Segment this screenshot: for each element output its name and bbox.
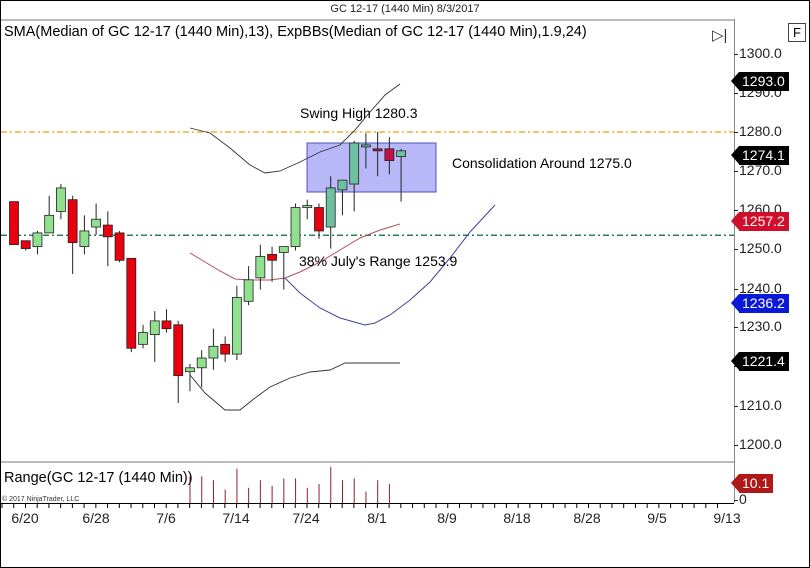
y-tick: 1270.0 bbox=[734, 162, 782, 178]
y-tick: 1230.0 bbox=[734, 318, 782, 334]
candle bbox=[9, 201, 19, 246]
candle bbox=[102, 224, 113, 238]
candle bbox=[149, 320, 160, 335]
candle bbox=[255, 255, 266, 279]
candle bbox=[20, 240, 31, 249]
x-tick: 9/5 bbox=[647, 510, 667, 526]
candle bbox=[208, 345, 219, 359]
y-tick: 1250.0 bbox=[734, 240, 782, 256]
price-marker-tag: 1236.2 bbox=[731, 294, 789, 313]
candle bbox=[79, 230, 90, 247]
candle bbox=[290, 207, 301, 247]
support-annotation: 38% July's Range 1253.9 bbox=[299, 253, 458, 269]
candle bbox=[56, 187, 66, 212]
candle bbox=[243, 279, 254, 302]
candle bbox=[349, 142, 360, 185]
f-button[interactable]: F bbox=[788, 23, 806, 42]
bollinger-lower-band-2 bbox=[189, 362, 400, 411]
price-marker-tag: 1221.4 bbox=[731, 352, 789, 371]
candle bbox=[196, 357, 207, 369]
consolidation-box bbox=[306, 142, 437, 193]
candle bbox=[325, 187, 336, 228]
candle bbox=[161, 320, 172, 330]
range-zero-tick: 0 bbox=[734, 491, 747, 507]
x-tick: 6/20 bbox=[11, 510, 39, 526]
x-axis-line bbox=[1, 503, 734, 504]
candle bbox=[138, 332, 148, 345]
y-tick: 1200.0 bbox=[734, 436, 782, 452]
candle bbox=[396, 150, 406, 158]
price-marker-tag: 1274.1 bbox=[731, 146, 789, 165]
window-title: GC 12-17 (1440 Min) 8/3/2017 bbox=[330, 3, 480, 15]
bollinger-upper-band bbox=[189, 83, 401, 174]
x-tick: 9/13 bbox=[713, 510, 741, 526]
y-tick: 1210.0 bbox=[734, 397, 782, 413]
price-marker-tag: 1293.0 bbox=[731, 72, 789, 91]
candle bbox=[91, 218, 102, 228]
candle bbox=[114, 232, 125, 261]
y-tick: 1240.0 bbox=[734, 280, 782, 296]
copyright-text: © 2017 NinjaTrader, LLC bbox=[2, 496, 80, 503]
candle bbox=[314, 207, 324, 232]
x-tick: 8/18 bbox=[503, 510, 531, 526]
candle bbox=[384, 148, 395, 161]
y-tick: 1280.0 bbox=[734, 123, 782, 139]
candle bbox=[360, 144, 371, 148]
candle bbox=[337, 179, 348, 191]
swing-high-annotation: Swing High 1280.3 bbox=[300, 105, 418, 121]
x-tick: 8/28 bbox=[573, 510, 601, 526]
candle bbox=[302, 205, 313, 208]
x-tick: 8/1 bbox=[367, 510, 387, 526]
scroll-to-end-button[interactable]: ▷| bbox=[712, 27, 728, 44]
candle bbox=[231, 297, 242, 355]
price-panel[interactable] bbox=[1, 19, 734, 463]
candle bbox=[185, 367, 195, 373]
bollinger-lower-band bbox=[284, 204, 496, 326]
range-value-tag: 10.1 bbox=[730, 474, 774, 493]
x-tick: 6/28 bbox=[82, 510, 110, 526]
candle bbox=[278, 246, 289, 253]
candle bbox=[267, 254, 277, 261]
x-tick: 8/9 bbox=[437, 510, 457, 526]
candle bbox=[32, 232, 43, 247]
candle bbox=[220, 343, 231, 355]
y-tick: 1300.0 bbox=[734, 45, 782, 61]
x-tick: 7/14 bbox=[222, 510, 250, 526]
consolidation-annotation: Consolidation Around 1275.0 bbox=[452, 155, 632, 171]
candle bbox=[44, 214, 55, 234]
sma-line bbox=[189, 223, 401, 281]
candle bbox=[67, 199, 78, 244]
x-tick: 7/6 bbox=[156, 510, 176, 526]
x-tick: 7/24 bbox=[292, 510, 320, 526]
indicator-label: SMA(Median of GC 12-17 (1440 Min),13), E… bbox=[4, 24, 587, 40]
candle bbox=[372, 148, 383, 152]
range-indicator-label: Range(GC 12-17 (1440 Min)) bbox=[4, 470, 193, 486]
candle bbox=[173, 324, 184, 377]
price-axis-line bbox=[734, 19, 735, 503]
price-marker-tag: 1257.2 bbox=[731, 212, 789, 231]
candle bbox=[126, 257, 137, 349]
